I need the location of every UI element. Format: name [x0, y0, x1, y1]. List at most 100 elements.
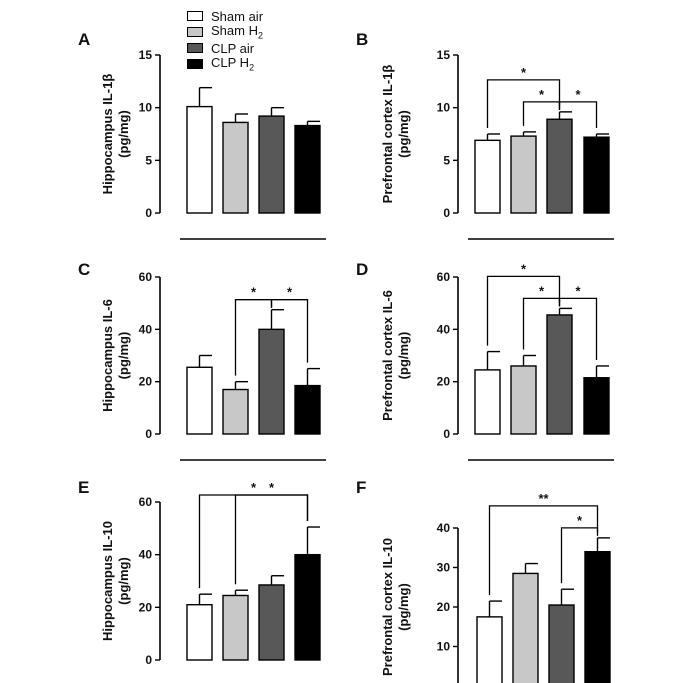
panel-f-y-tick-label: 40 [437, 521, 451, 535]
panel-d-y-tick-label: 40 [437, 322, 451, 336]
panel-e-y-axis-label: Hippocampus IL-10 [100, 521, 115, 641]
panel-f-bar [548, 604, 575, 683]
legend-item: CLP H2 [187, 55, 327, 73]
panel-a-bar [222, 121, 249, 214]
panel-c-bar [294, 384, 321, 435]
panel-b-significance-bracket [486, 79, 561, 128]
panel-d-significance-label: * [521, 261, 527, 276]
panel-c-y-tick-label: 60 [139, 270, 153, 284]
panel-b-significance-label: * [539, 87, 545, 102]
panel-letter-f: F [356, 478, 367, 497]
panel-d-significance-bracket [558, 297, 598, 360]
panel-b-y-axis-label: (pg/mg) [396, 110, 411, 158]
panel-f-bar [512, 572, 539, 683]
legend-label: CLP air [211, 40, 255, 56]
panel-b-significance-label: * [575, 87, 581, 102]
legend-swatch-sham-air [187, 11, 203, 21]
panel-a-bar [186, 105, 213, 214]
panel-c-bar [258, 328, 285, 435]
panel-e-y-tick-label: 60 [139, 495, 153, 509]
panel-e-bar [258, 584, 285, 661]
panel-d-significance-bracket [486, 275, 561, 346]
panel-e-y-tick-label: 20 [139, 600, 153, 614]
panel-e-bar [222, 594, 249, 661]
panel-d-y-axis-label: Prefrontal cortex IL-6 [380, 290, 395, 421]
panel-d-y-tick-label: 20 [437, 375, 451, 389]
panel-c-bar [222, 388, 249, 435]
panel-b-y-tick-label: 10 [437, 101, 451, 115]
panel-a-y-tick-label: 5 [145, 153, 152, 167]
panel-e-significance-bracket [198, 494, 309, 589]
panel-e-y-axis-label: (pg/mg) [116, 557, 131, 605]
panel-letter-d: D [356, 260, 369, 279]
panel-d-significance-label: * [539, 283, 545, 298]
panel-d-y-tick-label: 0 [443, 427, 450, 441]
panel-c-y-axis-label: Hippocampus IL-6 [100, 299, 115, 412]
panel-c-significance-label: * [251, 285, 257, 300]
panel-b-y-tick-label: 15 [437, 48, 451, 62]
panel-a-y-axis-label: (pg/mg) [116, 110, 131, 158]
legend: Sham air Sham H2 CLP air CLP H2 [187, 8, 327, 73]
panel-f-y-tick-label: 20 [437, 600, 451, 614]
legend-label: CLP H2 [211, 55, 255, 73]
panel-e-y-tick-label: 40 [139, 548, 153, 562]
legend-label: Sham H2 [211, 23, 263, 41]
panel-d-y-axis-label: (pg/mg) [396, 332, 411, 380]
panel-b-y-tick-label: 0 [443, 206, 450, 220]
legend-item: Sham H2 [187, 23, 327, 41]
panel-e-significance-bracket [234, 494, 309, 585]
panel-letter-e: E [78, 478, 90, 497]
panel-b-y-axis-label: Prefrontal cortex IL-1β [380, 65, 395, 204]
panel-f-y-tick-label: 30 [437, 561, 451, 575]
legend-label: Sham air [211, 8, 264, 24]
panel-a-y-axis-label: Hippocampus IL-1β [100, 74, 115, 195]
panel-e-bar [186, 604, 213, 661]
panel-c-significance-label: * [287, 285, 293, 300]
legend-swatch-clp-air [187, 43, 203, 53]
panel-f-significance-bracket [560, 527, 599, 584]
panel-c-significance-bracket [270, 299, 309, 363]
panel-a-bar [258, 115, 285, 214]
panel-letter-b: B [356, 30, 369, 49]
panel-f-y-tick-label: 10 [437, 640, 451, 654]
panel-e-significance-label: * [269, 480, 275, 495]
panel-d-bar [474, 369, 501, 435]
panel-f-significance-bracket [488, 505, 599, 596]
panel-f-bar [476, 616, 503, 683]
panel-f-y-axis-label: (pg/mg) [396, 583, 411, 631]
legend-item: Sham air [187, 8, 327, 24]
panel-a-y-tick-label: 10 [139, 101, 153, 115]
panel-e-y-tick-label: 0 [145, 653, 152, 667]
panel-b-significance-bracket [558, 101, 598, 128]
panel-d-bar [546, 314, 573, 435]
panel-c-y-tick-label: 20 [139, 375, 153, 389]
panel-b-bar [546, 118, 573, 214]
panel-c-y-tick-label: 40 [139, 322, 153, 336]
panel-b-y-tick-label: 5 [443, 153, 450, 167]
panel-b-significance-label: * [521, 65, 527, 80]
panel-letter-a: A [78, 30, 91, 49]
panel-a-bar [294, 124, 321, 214]
legend-swatch-clp-h2 [187, 59, 203, 69]
panel-letter-c: C [78, 260, 91, 279]
panel-e-significance-label: * [251, 480, 257, 495]
panel-f-y-axis-label: Prefrontal cortex IL-10 [380, 538, 395, 676]
panel-f-significance-label: ** [538, 491, 549, 506]
panel-b-bar [583, 136, 610, 214]
panel-a-y-tick-label: 0 [145, 206, 152, 220]
panel-f-significance-label: * [577, 513, 583, 528]
panel-b-bar [510, 135, 537, 214]
panel-c-bar [186, 366, 213, 435]
panel-f-bar [584, 551, 611, 683]
legend-swatch-sham-h2 [187, 27, 203, 37]
panel-d-y-tick-label: 60 [437, 270, 451, 284]
panel-d-significance-label: * [575, 283, 581, 298]
panel-d-bar [510, 365, 537, 435]
panel-b-bar [474, 139, 501, 214]
panel-c-y-axis-label: (pg/mg) [116, 332, 131, 380]
legend-item: CLP air [187, 40, 327, 56]
panel-e-bar [294, 553, 321, 661]
panel-d-bar [583, 377, 610, 435]
panel-c-y-tick-label: 0 [145, 427, 152, 441]
